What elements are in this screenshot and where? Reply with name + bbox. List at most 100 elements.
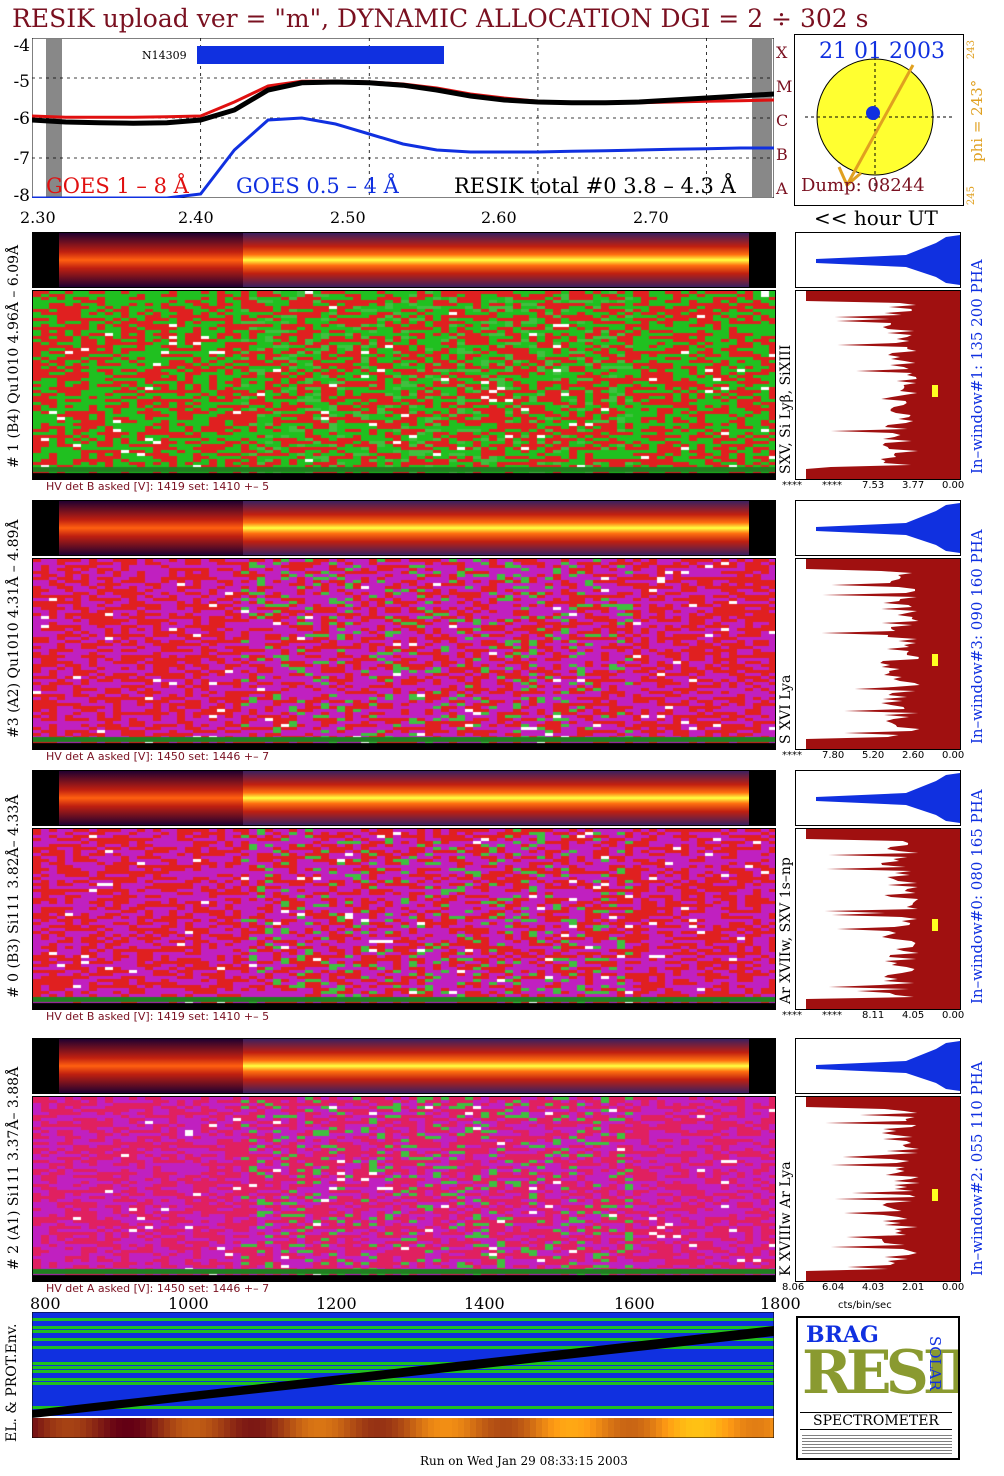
env-strip-cell	[200, 1418, 206, 1438]
env-strip-cell	[434, 1418, 440, 1438]
logo-letters: RESIK	[802, 1338, 958, 1408]
env-strip-cell	[758, 1418, 764, 1438]
env-strip-cell	[716, 1418, 722, 1438]
pha-total-histogram	[795, 500, 961, 556]
y-tick-label: -4	[13, 36, 30, 56]
env-strip-cell	[224, 1418, 230, 1438]
env-strip-cell	[740, 1418, 746, 1438]
pha-tick-label: 0.00	[942, 750, 965, 761]
pha-window-label: In–window#3: 090 160 PHA	[968, 529, 986, 744]
env-strip-cell	[164, 1418, 170, 1438]
env-strip-cell	[746, 1418, 752, 1438]
env-strip-cell	[80, 1418, 86, 1438]
env-strip-cell	[452, 1418, 458, 1438]
pha-total-histogram	[795, 1038, 961, 1094]
env-strip-cell	[422, 1418, 428, 1438]
pha-tick-label: 7.80	[822, 750, 845, 761]
env-strip-cell	[332, 1418, 338, 1438]
env-strip-cell	[212, 1418, 218, 1438]
env-strip-cell	[548, 1418, 554, 1438]
env-strip-cell	[524, 1418, 530, 1438]
env-strip-cell	[602, 1418, 608, 1438]
sun-disk-panel: 21 01 2003 Dump: 08244	[794, 34, 964, 206]
pha-window-marker	[932, 919, 938, 931]
hv-status-line: HV det B asked [V]: 1419 set: 1410 +– 5	[46, 480, 270, 493]
env-strip-cell	[644, 1418, 650, 1438]
env-strip-cell	[596, 1418, 602, 1438]
spectrogram-panel	[32, 828, 776, 1010]
heat-gap-left	[33, 771, 59, 825]
class-letter: M	[776, 77, 793, 96]
env-strip-cell	[86, 1418, 92, 1438]
channel-left-label: # 2 (A1) Si111 3.37Å– 3.88Å	[6, 1066, 22, 1270]
env-x-tick: 1600	[614, 1294, 655, 1313]
pha-tick-label: 2.01	[902, 1282, 925, 1293]
spectrogram-panel	[32, 1096, 776, 1282]
env-strip-cell	[230, 1418, 236, 1438]
pha-tick-label: 7.53	[862, 480, 885, 491]
env-strip-cell	[242, 1418, 248, 1438]
env-strip-cell	[770, 1418, 774, 1438]
env-band	[32, 1338, 774, 1341]
env-strip-cell	[542, 1418, 548, 1438]
env-strip-cell	[218, 1418, 224, 1438]
logo-side-text: SOLAR	[926, 1336, 944, 1391]
env-strip-cell	[626, 1418, 632, 1438]
pha-window-histogram	[795, 290, 961, 480]
pha-total-shape	[816, 235, 960, 285]
noaa-bar	[197, 46, 444, 64]
env-strip-cell	[92, 1418, 98, 1438]
env-strip-cell	[392, 1418, 398, 1438]
flare-location-marker	[866, 106, 880, 120]
env-strip-cell	[662, 1418, 668, 1438]
heat-gap-left	[33, 233, 59, 287]
heat-gap-left	[33, 1039, 59, 1093]
env-x-axis: 800 1000 1200 1400 1600 1800	[30, 1294, 810, 1314]
env-strip-cell	[698, 1418, 704, 1438]
env-strip-cell	[170, 1418, 176, 1438]
env-strip-cell	[134, 1418, 140, 1438]
env-strip-cell	[518, 1418, 524, 1438]
env-strip-cell	[62, 1418, 68, 1438]
env-trend-band	[32, 1326, 774, 1418]
pha-window-histogram	[795, 828, 961, 1010]
env-strip-cell	[110, 1418, 116, 1438]
goes-plot-area: -4 -5 -6 -7 -8 N14309 GOES 1 – 8 Å GOES …	[0, 36, 1004, 236]
pha-window-marker	[932, 385, 938, 397]
env-strip-cell	[404, 1418, 410, 1438]
env-strip-cell	[614, 1418, 620, 1438]
env-strip-cell	[416, 1418, 422, 1438]
env-strip-cell	[686, 1418, 692, 1438]
env-strip-cell	[566, 1418, 572, 1438]
pha-window-shape	[806, 829, 960, 1009]
heat-gap-right	[749, 233, 775, 287]
pointing-line	[845, 64, 915, 186]
heat-gap-right	[749, 1039, 775, 1093]
env-strip-cell	[752, 1418, 758, 1438]
env-strip-cell	[764, 1418, 770, 1438]
phi-tick-bottom: 245	[966, 186, 977, 206]
channel-left-label: #3 (A2) Qu1010 4.31Å – 4.89Å	[6, 519, 22, 738]
env-strip-cell	[272, 1418, 278, 1438]
env-strip-cell	[578, 1418, 584, 1438]
class-letter: C	[776, 111, 789, 130]
env-strip-cell	[206, 1418, 212, 1438]
channel-left-label: # 0 (B3) Si111 3.82Å– 4.33Å	[6, 794, 22, 998]
env-strip-cell	[344, 1418, 350, 1438]
env-strip-cell	[338, 1418, 344, 1438]
env-strip-cell	[140, 1418, 146, 1438]
pha-tick-label: ****	[822, 1010, 842, 1021]
env-strip-cell	[188, 1418, 194, 1438]
env-strip-cell	[104, 1418, 110, 1438]
env-band	[32, 1346, 774, 1349]
logo-bottom-text: SPECTROMETER	[800, 1412, 952, 1430]
heat-preflare-region	[33, 1039, 243, 1093]
env-strip-cell	[458, 1418, 464, 1438]
pha-tick-label: ****	[782, 1010, 802, 1021]
goes-class-letters: X M C B A	[776, 36, 792, 206]
legend-goes18: GOES 1 – 8 Å	[46, 174, 189, 198]
env-strip-cell	[158, 1418, 164, 1438]
env-strip-cell	[572, 1418, 578, 1438]
hv-status-line: HV det A asked [V]: 1450 set: 1446 +– 7	[46, 750, 270, 763]
noaa-label: N14309	[142, 49, 187, 62]
